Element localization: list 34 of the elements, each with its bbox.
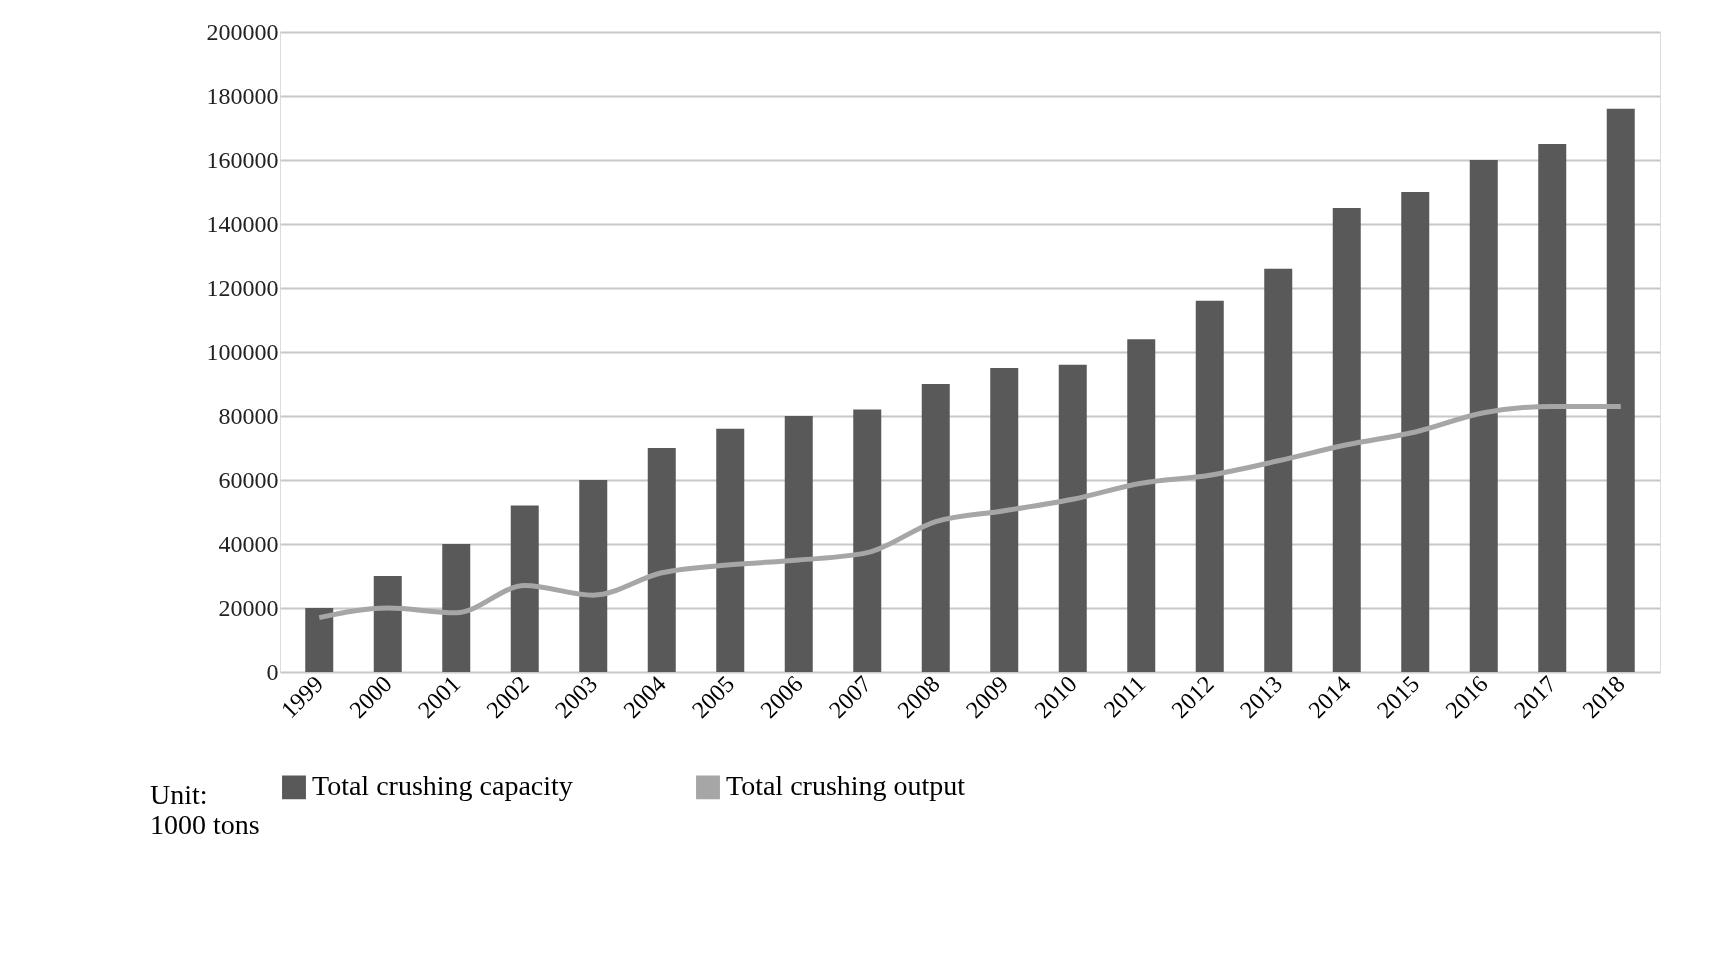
bar — [1127, 339, 1156, 672]
bar — [1401, 192, 1430, 672]
y-tick-label: 20000 — [218, 594, 279, 621]
legend-label: Total crushing output — [726, 770, 966, 802]
y-tick-label: 180000 — [206, 82, 279, 109]
bar — [990, 368, 1019, 672]
bar — [784, 416, 813, 672]
text: Unit: 1000 tons — [150, 779, 260, 840]
legend-label: Total crushing capacity — [312, 770, 573, 802]
bar — [579, 480, 608, 672]
y-tick-label: 60000 — [218, 466, 279, 493]
bar — [921, 384, 950, 672]
y-tick-label: 100000 — [206, 338, 279, 365]
bar — [1606, 108, 1635, 672]
bar — [510, 505, 539, 672]
bar — [305, 608, 334, 672]
bar — [1058, 364, 1087, 672]
y-tick-label: 80000 — [218, 402, 279, 429]
y-tick-label: 40000 — [218, 530, 279, 557]
y-tick-label: 0 — [266, 658, 279, 685]
bar — [1264, 268, 1293, 672]
bar — [1332, 208, 1361, 672]
bar — [853, 409, 882, 672]
y-tick-label: 120000 — [206, 274, 279, 301]
bar — [1469, 160, 1498, 672]
bar — [1538, 144, 1567, 672]
bar — [647, 448, 676, 672]
bar — [442, 544, 471, 672]
y-tick-label: 160000 — [206, 146, 279, 173]
bar — [1195, 300, 1224, 672]
y-tick-label: 140000 — [206, 210, 279, 237]
bar — [373, 576, 402, 672]
y-tick-label: 200000 — [206, 18, 279, 45]
bar — [716, 428, 745, 672]
